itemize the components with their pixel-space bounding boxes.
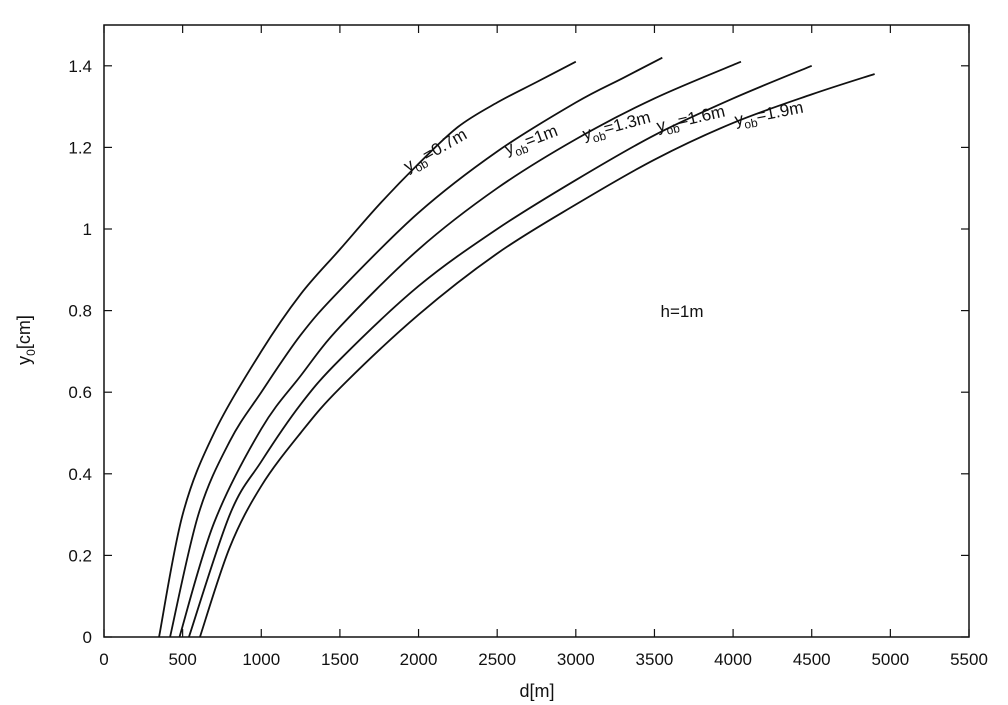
y-tick-label: 1: [83, 220, 92, 239]
y-axis-title-sub: 0: [24, 349, 38, 356]
x-tick-label: 0: [99, 650, 108, 669]
series-label-5: yob=1.9m: [733, 98, 806, 134]
y-axis-title-main: y: [14, 356, 34, 365]
x-axis-title: d[m]: [519, 681, 554, 701]
x-tick-label: 4500: [793, 650, 831, 669]
y-tick-label: 0.4: [68, 465, 92, 484]
y-tick-label: 0.6: [68, 383, 92, 402]
series-line-1: [158, 60, 577, 638]
y-tick-label: 0.8: [68, 302, 92, 321]
y-axis-title: y0[cm]: [14, 315, 38, 365]
y-tick-label: 0: [83, 628, 92, 647]
series-label-2: yob=1m: [502, 121, 562, 162]
x-tick-label: 5000: [871, 650, 909, 669]
x-tick-label: 4000: [714, 650, 752, 669]
x-tick-label: 3500: [636, 650, 674, 669]
series-line-5: [199, 73, 875, 638]
x-tick-label: 3000: [557, 650, 595, 669]
series-line-3: [178, 60, 742, 638]
curves: [158, 56, 875, 638]
series-line-2: [169, 56, 663, 638]
y-axis-title-unit: [cm]: [14, 315, 34, 349]
x-tick-label: 2000: [400, 650, 438, 669]
x-tick-label: 5500: [950, 650, 988, 669]
tick-labels: 0 500 1000 1500 2000 2500 3000 3500 4000 4500 5000…: [68, 57, 988, 669]
y-tick-label: 1.4: [68, 57, 92, 76]
series-labels: yob=0.7m yob=1m yob=1.3m yob=1.6m yob=1.9m: [400, 98, 806, 180]
x-tick-label: 1500: [321, 650, 359, 669]
x-tick-label: 2500: [478, 650, 516, 669]
series-label-1: yob=0.7m: [400, 125, 472, 180]
series-line-4: [188, 64, 813, 638]
plot-frame: [103, 24, 970, 638]
annotation-h: h=1m: [661, 302, 704, 321]
ticks: [103, 25, 970, 638]
y-tick-label: 1.2: [68, 138, 92, 157]
x-tick-label: 1000: [242, 650, 280, 669]
x-tick-label: 500: [168, 650, 196, 669]
series-label-4: yob=1.6m: [655, 102, 728, 140]
y-tick-label: 0.2: [68, 546, 92, 565]
